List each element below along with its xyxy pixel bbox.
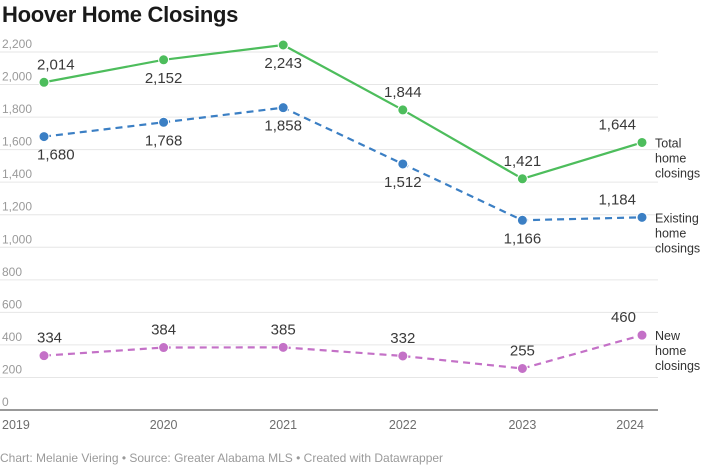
data-label-existing: 1,680 (37, 147, 75, 164)
series-label-new: closings (655, 359, 700, 373)
data-label-existing: 1,768 (145, 132, 183, 149)
series-label-total: closings (655, 166, 700, 180)
data-point-total (397, 104, 409, 116)
data-label-total: 2,152 (145, 70, 183, 87)
data-label-new: 460 (611, 309, 636, 326)
chart-title: Hoover Home Closings (2, 2, 239, 27)
data-label-new: 384 (151, 322, 176, 339)
y-tick-label: 2,200 (2, 37, 32, 51)
data-point-new (636, 329, 648, 341)
data-point-total (277, 39, 289, 51)
data-point-total (158, 54, 170, 66)
data-point-new (516, 363, 528, 375)
x-tick-label: 2024 (616, 418, 644, 432)
x-tick-label: 2020 (150, 418, 178, 432)
data-point-existing (158, 116, 170, 128)
y-tick-label: 0 (2, 395, 9, 409)
data-label-total: 2,243 (264, 55, 302, 72)
data-point-total (636, 136, 648, 148)
series-label-total: Total (655, 136, 681, 150)
y-tick-label: 600 (2, 297, 22, 311)
data-point-total (516, 173, 528, 185)
data-point-existing (516, 214, 528, 226)
data-label-total: 1,421 (504, 153, 542, 170)
data-point-existing (636, 211, 648, 223)
x-tick-label: 2021 (269, 418, 297, 432)
y-tick-label: 1,800 (2, 102, 32, 116)
y-tick-label: 200 (2, 362, 22, 376)
series-line-new (43, 334, 643, 370)
series-line-existing (43, 106, 643, 222)
series-label-existing: home (655, 226, 686, 240)
data-point-new (397, 350, 409, 362)
y-tick-label: 1,400 (2, 167, 32, 181)
line-chart: 0 200 400 600 800 1,000 1,200 1,400 1,600 1,800 2,… (0, 37, 700, 432)
data-point-existing (277, 102, 289, 114)
data-point-existing (397, 158, 409, 170)
data-label-new: 332 (390, 330, 415, 347)
data-label-new: 385 (271, 321, 296, 338)
data-label-existing: 1,858 (264, 118, 302, 135)
x-tick-label: 2022 (389, 418, 417, 432)
series-label-existing: Existing (655, 211, 699, 225)
series-label-new: home (655, 344, 686, 358)
data-label-existing: 1,184 (598, 191, 636, 208)
series-label-total: home (655, 151, 686, 165)
data-point-new (277, 341, 289, 353)
data-point-existing (38, 131, 50, 143)
data-label-new: 255 (510, 343, 535, 360)
data-label-total: 1,844 (384, 84, 422, 101)
y-tick-label: 1,000 (2, 232, 32, 246)
series-line-total (43, 43, 643, 180)
series-label-new: New (655, 329, 681, 343)
y-tick-label: 1,600 (2, 135, 32, 149)
series-label-existing: closings (655, 241, 700, 255)
data-label-total: 1,644 (598, 116, 636, 133)
y-tick-label: 800 (2, 265, 22, 279)
y-tick-label: 400 (2, 330, 22, 344)
data-point-new (158, 342, 170, 354)
data-point-new (38, 350, 50, 362)
x-tick-label: 2019 (2, 418, 30, 432)
data-label-existing: 1,512 (384, 174, 422, 191)
data-label-total: 2,014 (37, 56, 75, 73)
y-tick-label: 1,200 (2, 200, 32, 214)
data-label-new: 334 (37, 330, 62, 347)
data-label-existing: 1,166 (504, 230, 542, 247)
data-point-total (38, 76, 50, 88)
chart-footer-credit: Chart: Melanie Viering • Source: Greater… (0, 451, 444, 465)
y-tick-label: 2,000 (2, 70, 32, 84)
x-tick-label: 2023 (508, 418, 536, 432)
